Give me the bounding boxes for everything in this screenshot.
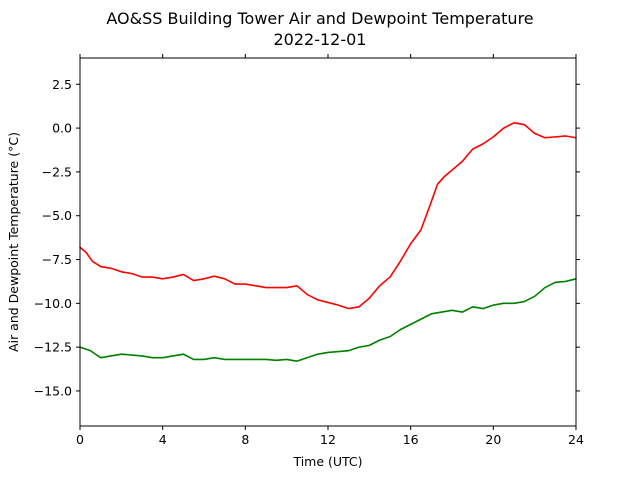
plot-frame — [79, 57, 577, 427]
y-tick-label: −2.5 — [42, 164, 72, 179]
y-tick-label: −7.5 — [42, 252, 72, 267]
series-line-dewpoint — [79, 278, 577, 362]
y-tick-label: 2.5 — [52, 77, 72, 92]
x-tick-label: 16 — [403, 432, 419, 447]
series-layer — [79, 122, 577, 362]
chart-title: AO&SS Building Tower Air and Dewpoint Te… — [106, 9, 533, 28]
x-tick-label: 0 — [76, 432, 84, 447]
y-tick-label: −10.0 — [34, 296, 72, 311]
x-tick-label: 12 — [320, 432, 336, 447]
y-axis-label: Air and Dewpoint Temperature (°C) — [6, 132, 21, 352]
x-axis-label: Time (UTC) — [292, 454, 362, 469]
x-tick-label: 8 — [241, 432, 249, 447]
x-axis: 0 4 8 12 16 20 24 — [76, 54, 584, 447]
chart-subtitle: 2022-12-01 — [274, 30, 367, 49]
y-tick-label: −15.0 — [34, 383, 72, 398]
x-tick-label: 4 — [159, 432, 167, 447]
y-tick-label: −12.5 — [34, 340, 72, 355]
series-line-air-temperature — [79, 122, 577, 310]
y-tick-label: 0.0 — [52, 121, 72, 136]
x-tick-label: 20 — [485, 432, 501, 447]
x-tick-label: 24 — [568, 432, 584, 447]
y-axis: 2.5 0.0 −2.5 −5.0 −7.5 −10.0 −12.5 −15.0 — [34, 77, 580, 398]
y-tick-label: −5.0 — [42, 208, 72, 223]
